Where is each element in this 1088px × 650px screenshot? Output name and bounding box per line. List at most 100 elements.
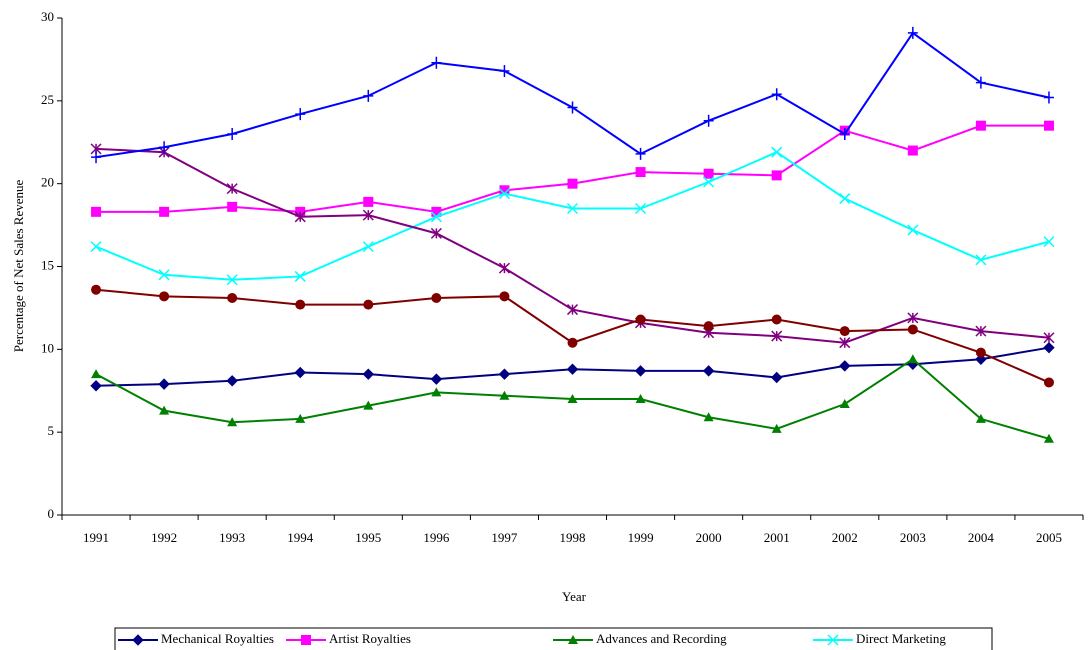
series-line	[96, 124, 1049, 213]
marker	[295, 299, 306, 310]
y-tick-label: 0	[48, 506, 55, 521]
series	[91, 26, 1054, 164]
y-tick-label: 25	[41, 92, 54, 107]
marker	[566, 363, 579, 375]
marker	[90, 241, 102, 253]
series-line	[95, 151, 1050, 281]
marker	[431, 56, 442, 69]
y-tick-label: 5	[48, 423, 55, 438]
marker	[1043, 332, 1055, 344]
marker	[159, 405, 170, 415]
marker	[498, 368, 511, 380]
marker	[431, 206, 442, 217]
marker	[975, 347, 986, 358]
legend-label: Mechanical Royalties	[161, 631, 274, 646]
marker	[159, 291, 170, 302]
x-tick-label: 2001	[764, 530, 790, 545]
marker	[499, 291, 510, 302]
marker	[567, 178, 578, 189]
marker	[839, 337, 851, 349]
marker	[771, 146, 783, 158]
x-tick-label: 1995	[355, 530, 381, 545]
marker	[294, 211, 306, 223]
marker	[431, 387, 442, 397]
marker	[703, 321, 714, 332]
x-tick-label: 1997	[491, 530, 518, 545]
x-tick-label: 1992	[151, 530, 177, 545]
marker	[568, 635, 578, 644]
marker	[771, 170, 782, 181]
marker	[430, 373, 443, 385]
marker	[91, 369, 102, 379]
marker	[91, 151, 102, 164]
marker	[703, 114, 714, 127]
marker	[1043, 120, 1054, 131]
marker	[634, 365, 647, 377]
marker	[301, 635, 311, 645]
marker	[294, 366, 306, 379]
marker	[362, 241, 374, 253]
marker	[499, 390, 510, 400]
marker	[159, 206, 170, 217]
marker	[362, 209, 374, 221]
marker	[703, 412, 714, 422]
series	[91, 120, 1054, 217]
marker	[295, 108, 306, 121]
marker	[907, 26, 918, 39]
marker	[158, 269, 170, 281]
x-tick-label: 1999	[628, 530, 654, 545]
x-tick-label: 2004	[968, 530, 995, 545]
marker	[771, 330, 783, 342]
marker	[907, 145, 918, 156]
marker	[1043, 433, 1054, 443]
marker	[498, 188, 510, 200]
marker	[839, 127, 850, 140]
marker	[567, 394, 578, 404]
marker	[566, 202, 579, 215]
marker	[771, 314, 782, 325]
marker	[159, 141, 170, 154]
marker	[827, 634, 839, 646]
marker	[907, 312, 919, 324]
y-tick-label: 10	[41, 340, 54, 355]
marker	[839, 326, 850, 337]
marker	[430, 227, 442, 239]
marker	[363, 89, 374, 102]
marker	[158, 378, 170, 390]
marker	[635, 167, 646, 178]
marker	[499, 65, 510, 78]
x-tick-label: 1991	[83, 530, 109, 545]
y-axis-title: Percentage of Net Sales Revenue	[11, 180, 26, 353]
marker	[294, 270, 306, 282]
x-tick-label: 2000	[696, 530, 722, 545]
marker	[295, 413, 306, 423]
x-tick-label: 1994	[287, 530, 314, 545]
series	[91, 284, 1054, 388]
series	[90, 143, 1055, 349]
marker	[227, 292, 238, 303]
y-tick-label: 20	[41, 175, 54, 190]
marker	[907, 224, 919, 236]
marker	[975, 413, 986, 423]
marker	[567, 337, 578, 348]
x-tick-label: 2002	[832, 530, 858, 545]
legend-label: Overhead	[623, 648, 674, 650]
x-tick-label: 1993	[219, 530, 245, 545]
legend-label: Distribution	[461, 648, 524, 650]
marker	[226, 375, 238, 387]
marker	[363, 400, 374, 410]
marker	[703, 168, 714, 179]
marker	[227, 417, 238, 427]
marker	[227, 127, 238, 140]
x-tick-label: 2005	[1036, 530, 1062, 545]
legend-label: Advances and Recording	[596, 631, 727, 646]
marker	[839, 399, 850, 409]
legend-label: Manufacturing	[161, 648, 239, 650]
series	[90, 146, 1055, 286]
marker	[771, 423, 782, 433]
marker	[567, 101, 578, 114]
marker	[91, 206, 102, 217]
marker	[975, 254, 987, 266]
marker	[362, 368, 375, 380]
marker	[975, 76, 986, 89]
